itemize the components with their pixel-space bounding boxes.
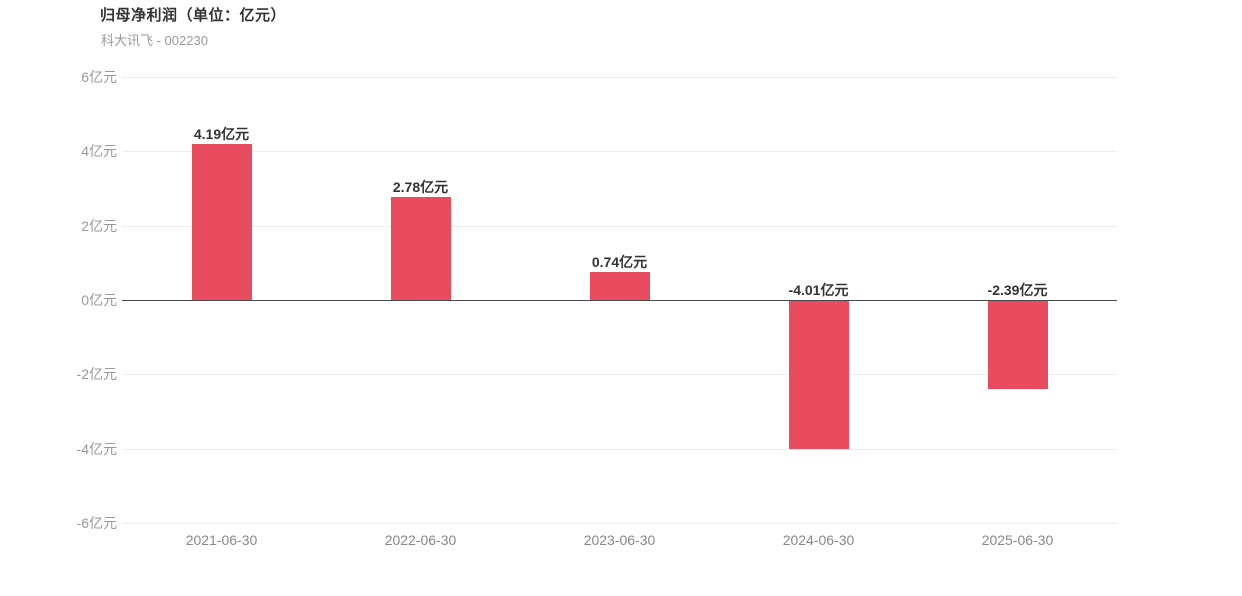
y-axis-tick-label: -2亿元 <box>76 366 117 382</box>
x-axis-tick-label: 2021-06-30 <box>185 532 258 548</box>
gridline <box>122 151 1117 152</box>
gridline <box>122 449 1117 450</box>
bar-2021-06-30[interactable] <box>191 144 252 300</box>
bar-value-label: 0.74亿元 <box>591 254 648 271</box>
y-axis-tick-label: 4亿元 <box>81 143 117 159</box>
bar-2023-06-30[interactable] <box>589 272 650 300</box>
zero-axis-line <box>122 300 1117 301</box>
gridline <box>122 523 1117 524</box>
bar-value-label: 4.19亿元 <box>193 126 250 143</box>
gridline <box>122 77 1117 78</box>
y-axis-tick-label: 6亿元 <box>81 69 117 85</box>
chart-title: 归母净利润（单位：亿元） <box>100 7 287 24</box>
x-axis-tick-label: 2023-06-30 <box>583 532 656 548</box>
x-axis-tick-label: 2024-06-30 <box>782 532 855 548</box>
bar-2022-06-30[interactable] <box>390 196 451 300</box>
gridline <box>122 374 1117 375</box>
bar-value-label: -4.01亿元 <box>788 282 849 298</box>
bar-value-label: 2.78亿元 <box>392 178 449 195</box>
y-axis-tick-label: -6亿元 <box>76 515 117 531</box>
x-axis-tick-label: 2025-06-30 <box>981 532 1054 548</box>
y-axis-tick-label: 2亿元 <box>81 218 117 234</box>
chart-subtitle: 科大讯飞 - 002230 <box>101 33 208 48</box>
x-axis-tick-label: 2022-06-30 <box>384 532 457 548</box>
bar-value-label: -2.39亿元 <box>987 282 1048 298</box>
y-axis-tick-label: -4亿元 <box>76 441 117 457</box>
bar-2025-06-30[interactable] <box>987 300 1048 389</box>
y-axis-tick-label: 0亿元 <box>81 292 117 308</box>
gridline <box>122 226 1117 227</box>
bar-2024-06-30[interactable] <box>788 300 849 450</box>
